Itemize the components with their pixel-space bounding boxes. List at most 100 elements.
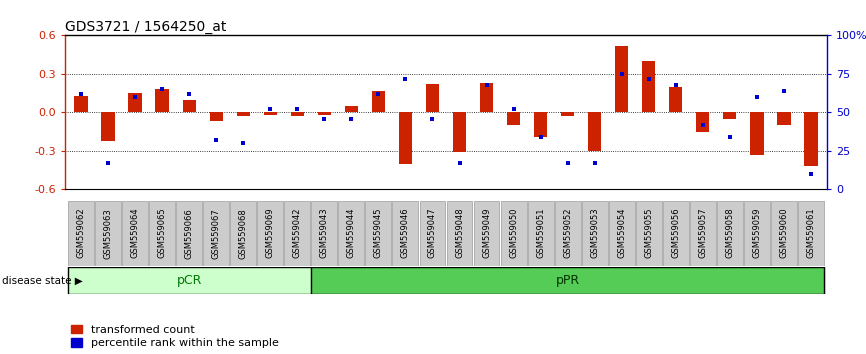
Text: GDS3721 / 1564250_at: GDS3721 / 1564250_at [65, 21, 226, 34]
Text: GSM559057: GSM559057 [698, 208, 708, 258]
Bar [561, 113, 574, 116]
Text: GSM559069: GSM559069 [266, 208, 275, 258]
Text: GSM559060: GSM559060 [779, 208, 788, 258]
Point [777, 88, 791, 94]
Point [533, 134, 547, 140]
Bar [318, 113, 331, 115]
Bar [696, 113, 709, 132]
Bar [777, 113, 791, 125]
FancyBboxPatch shape [365, 201, 391, 266]
Text: GSM559065: GSM559065 [158, 208, 167, 258]
FancyBboxPatch shape [689, 201, 715, 266]
FancyBboxPatch shape [312, 201, 338, 266]
Point [425, 116, 439, 121]
Bar [669, 87, 682, 113]
Point [588, 160, 602, 166]
FancyBboxPatch shape [662, 201, 688, 266]
Text: pCR: pCR [177, 274, 202, 287]
FancyBboxPatch shape [339, 201, 365, 266]
Bar [642, 61, 656, 113]
Bar [183, 99, 196, 113]
FancyBboxPatch shape [419, 201, 445, 266]
FancyBboxPatch shape [284, 201, 310, 266]
Text: GSM559064: GSM559064 [131, 208, 139, 258]
Text: GSM559052: GSM559052 [563, 208, 572, 258]
Text: GSM559048: GSM559048 [455, 208, 464, 258]
Point [345, 116, 359, 121]
Bar [128, 93, 142, 113]
Bar [311, 267, 824, 294]
Point [318, 116, 332, 121]
Bar [804, 113, 818, 166]
Text: GSM559067: GSM559067 [212, 208, 221, 258]
Point [507, 107, 520, 112]
Bar [372, 91, 385, 113]
Point [183, 91, 197, 97]
FancyBboxPatch shape [230, 201, 256, 266]
Point [723, 134, 737, 140]
Point [236, 140, 250, 146]
Text: GSM559054: GSM559054 [617, 208, 626, 258]
Point [615, 71, 629, 77]
FancyBboxPatch shape [744, 201, 770, 266]
Text: GSM559047: GSM559047 [428, 208, 437, 258]
FancyBboxPatch shape [149, 201, 175, 266]
Bar [101, 113, 115, 141]
Bar [723, 113, 736, 119]
Point [480, 82, 494, 87]
Text: GSM559042: GSM559042 [293, 208, 302, 258]
FancyBboxPatch shape [609, 201, 635, 266]
Text: pPR: pPR [555, 274, 579, 287]
Point [372, 91, 385, 97]
Text: GSM559066: GSM559066 [184, 208, 194, 258]
Text: GSM559063: GSM559063 [104, 208, 113, 258]
Text: GSM559061: GSM559061 [806, 208, 815, 258]
FancyBboxPatch shape [717, 201, 743, 266]
Bar [236, 113, 250, 116]
Text: GSM559056: GSM559056 [671, 208, 680, 258]
Text: GSM559046: GSM559046 [401, 208, 410, 258]
Point [101, 160, 115, 166]
FancyBboxPatch shape [257, 201, 283, 266]
Bar [480, 83, 494, 113]
Bar [453, 113, 466, 152]
Bar [291, 113, 304, 116]
FancyBboxPatch shape [474, 201, 500, 266]
Text: GSM559043: GSM559043 [320, 208, 329, 258]
Point [642, 76, 656, 81]
Point [695, 122, 709, 127]
Point [804, 171, 818, 177]
FancyBboxPatch shape [447, 201, 473, 266]
Text: disease state ▶: disease state ▶ [2, 275, 82, 286]
Bar [507, 113, 520, 125]
Point [74, 91, 88, 97]
Text: GSM559062: GSM559062 [77, 208, 86, 258]
FancyBboxPatch shape [122, 201, 148, 266]
Bar [533, 113, 547, 137]
Point [398, 76, 412, 81]
FancyBboxPatch shape [68, 201, 94, 266]
Text: GSM559049: GSM559049 [482, 208, 491, 258]
Point [453, 160, 467, 166]
Bar [750, 113, 764, 155]
FancyBboxPatch shape [636, 201, 662, 266]
FancyBboxPatch shape [582, 201, 608, 266]
FancyBboxPatch shape [95, 201, 121, 266]
FancyBboxPatch shape [771, 201, 797, 266]
Point [669, 82, 682, 87]
Text: GSM559045: GSM559045 [374, 208, 383, 258]
Legend: transformed count, percentile rank within the sample: transformed count, percentile rank withi… [70, 325, 278, 348]
Bar [74, 96, 88, 113]
FancyBboxPatch shape [392, 201, 418, 266]
Bar [210, 113, 223, 121]
Bar [426, 84, 439, 113]
Point [128, 94, 142, 100]
Point [290, 107, 304, 112]
Bar [615, 46, 629, 113]
Bar [68, 267, 311, 294]
Bar [156, 89, 169, 113]
Point [750, 94, 764, 100]
FancyBboxPatch shape [527, 201, 553, 266]
Text: GSM559055: GSM559055 [644, 208, 653, 258]
FancyBboxPatch shape [204, 201, 229, 266]
